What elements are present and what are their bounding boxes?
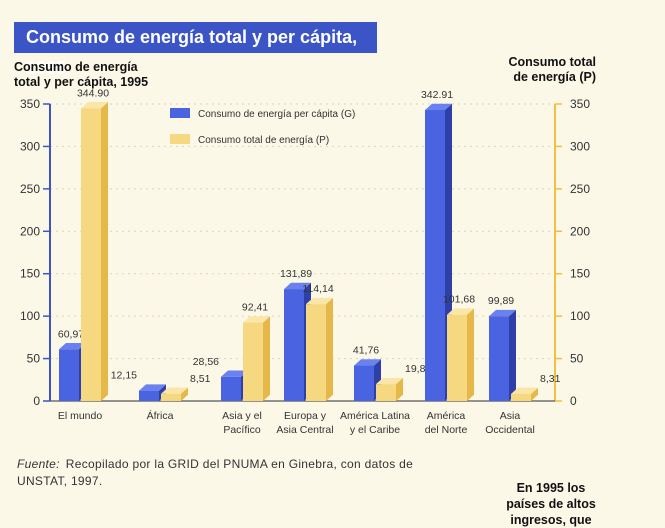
legend-label-per-capita: Consumo de energía per cápita (G) (198, 109, 355, 120)
data-label: 342.91 (421, 89, 453, 101)
left-axis-title-line-2: total y per cápita, 1995 (14, 75, 149, 89)
legend-label-total: Consumo total de energía (P) (198, 135, 329, 146)
bar-total (243, 322, 263, 401)
left-tick-label: 250 (20, 182, 40, 196)
chart-title: Consumo de energía total y per cápita, 1… (26, 27, 358, 78)
left-tick-label: 100 (20, 309, 40, 323)
right-tick-label: 150 (570, 267, 590, 281)
category-label: África (147, 409, 174, 422)
left-tick-label: 0 (33, 394, 40, 408)
category-label: Asia y el (222, 410, 262, 422)
right-tick-label: 250 (570, 182, 590, 196)
bar-per-capita (354, 365, 374, 401)
bar-per-capita-top (425, 103, 452, 111)
left-axis-title-line-1: Consumo de energía (14, 60, 138, 74)
right-tick-label: 350 (570, 97, 590, 111)
bar-total-top (243, 316, 270, 323)
right-tick-label: 100 (570, 309, 590, 323)
right-tick-label: 300 (570, 139, 590, 153)
bar-total (511, 393, 531, 401)
bar-per-capita-side (509, 309, 516, 401)
category-label: América (427, 410, 466, 422)
bar-per-capita (284, 289, 304, 401)
bar-total (161, 393, 181, 401)
bar-total-top (161, 387, 188, 394)
bar-per-capita-top (489, 309, 516, 317)
data-label: 92,41 (242, 302, 268, 314)
category-label: y el Caribe (350, 424, 400, 436)
bar-total (447, 314, 467, 401)
bar-total (376, 384, 396, 401)
bar-total-top (511, 387, 538, 394)
category-label: Occidental (485, 424, 535, 436)
bar-total-side (181, 387, 188, 401)
bar-per-capita-top (59, 342, 86, 350)
category-label: Pacífico (223, 424, 261, 436)
bar-total-side (326, 297, 333, 401)
right-axis-title: Consumo total de energía (P) (496, 55, 597, 85)
bar-total-top (306, 297, 333, 305)
bar-per-capita (59, 349, 79, 401)
chart-title-banner: Consumo de energía total y per cápita, 1… (14, 22, 377, 78)
left-tick-label: 300 (20, 139, 40, 153)
bar-per-capita-top (354, 359, 381, 366)
bar-total (306, 304, 326, 401)
bar-per-capita (221, 376, 241, 401)
data-label: 60,97 (58, 328, 84, 340)
bar-total (81, 108, 101, 402)
left-tick-label: 200 (20, 224, 40, 238)
source-label: Fuente: (17, 457, 60, 471)
side-note-line-1: En 1995 los (516, 481, 586, 495)
data-label: 131,89 (280, 268, 312, 280)
data-label: 8,31 (540, 373, 561, 385)
bar-total-side (396, 377, 403, 401)
category-label: El mundo (58, 410, 103, 422)
bar-per-capita-top (284, 282, 311, 290)
category-label: América Latina (340, 410, 410, 422)
category-label: Europa y (284, 410, 327, 422)
data-label: 114,14 (302, 283, 333, 295)
bar-total-top (447, 308, 474, 315)
source-text: Recopilado por la GRID del PNUMA en Gine… (17, 457, 414, 488)
category-label: del Norte (425, 424, 468, 436)
data-label: 41,76 (353, 345, 379, 357)
left-axis-title: Consumo de energía total y per cápita, 1… (14, 60, 148, 90)
data-label: 28,56 (193, 356, 219, 368)
bar-total-top (376, 377, 403, 385)
left-tick-label: 350 (20, 97, 40, 111)
bar-per-capita (139, 390, 159, 401)
bar-total-side (101, 102, 108, 402)
legend-swatch-total (170, 134, 190, 144)
right-axis-title-line-1: Consumo total (508, 55, 597, 69)
side-note-line-2: países de altos (506, 497, 596, 511)
side-note-line-3: ingresos, que (510, 513, 592, 527)
bar-total-side (531, 387, 538, 401)
bar-total-top (81, 102, 108, 109)
bar-per-capita-top (139, 384, 166, 391)
legend-swatch-per-capita (170, 108, 190, 118)
data-label: 19,85 (405, 363, 431, 375)
right-axis-title-line-2: de energía (P) (513, 70, 596, 84)
category-label: Asia Central (276, 424, 333, 436)
source-note: Fuente: Recopilado por la GRID del PNUMA … (17, 456, 457, 490)
data-label: 8,51 (190, 373, 211, 385)
side-note: En 1995 los países de altos ingresos, qu… (505, 480, 597, 528)
data-label: 344.90 (77, 87, 109, 99)
data-label: 101,68 (443, 294, 475, 306)
left-tick-label: 50 (27, 352, 41, 366)
data-label: 99,89 (488, 295, 514, 307)
data-label: 12,15 (111, 370, 137, 382)
bar-per-capita (425, 110, 445, 402)
bar-total-side (467, 308, 474, 401)
category-label: Asia (500, 410, 521, 422)
left-tick-label: 150 (20, 267, 40, 281)
bar-chart: 0 0 50 50 100 100 150 150 200 200 250 250 300 300 350 3… (20, 87, 590, 436)
right-tick-label: 200 (570, 224, 590, 238)
right-tick-label: 50 (570, 352, 584, 366)
bar-per-capita-top (221, 370, 248, 377)
right-tick-label: 0 (570, 394, 577, 408)
bar-total-side (263, 316, 270, 401)
bar-per-capita (489, 316, 509, 401)
